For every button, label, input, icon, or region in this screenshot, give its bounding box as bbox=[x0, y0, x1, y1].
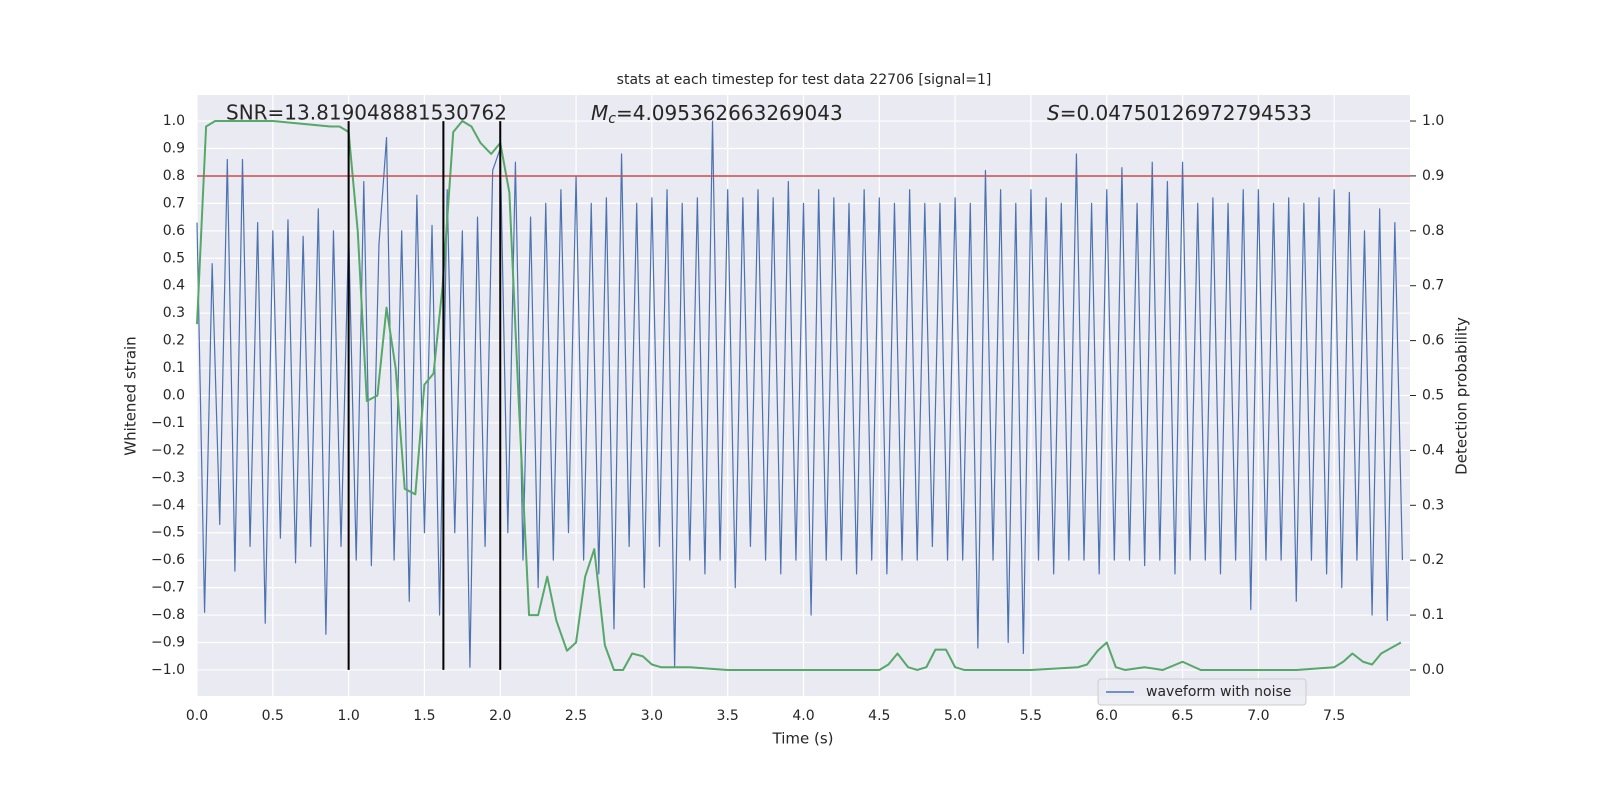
snr-annotation: SNR=13.819048881530762 bbox=[226, 101, 507, 125]
y-tick-label: −1.0 bbox=[151, 662, 185, 678]
y-tick-label: 0.2 bbox=[163, 333, 185, 349]
y2-tick-label: 0.1 bbox=[1422, 607, 1444, 623]
y-tick-label: 0.1 bbox=[163, 360, 185, 376]
y-tick-label: 0.4 bbox=[163, 278, 185, 294]
y-tick-label: 0.8 bbox=[163, 168, 185, 184]
s-annotation: S=0.04750126972794533 bbox=[1047, 101, 1312, 125]
x-tick-label: 2.5 bbox=[565, 708, 587, 724]
x-tick-label: 2.0 bbox=[489, 708, 511, 724]
y2-tick-label: 0.6 bbox=[1422, 333, 1444, 349]
x-tick-label: 7.5 bbox=[1323, 708, 1345, 724]
y-tick-label: −0.2 bbox=[151, 442, 185, 458]
chart-title: stats at each timestep for test data 227… bbox=[617, 72, 992, 88]
y2-tick-label: 0.9 bbox=[1422, 168, 1444, 184]
y2-tick-label: 0.5 bbox=[1422, 388, 1444, 404]
x-tick-label: 6.5 bbox=[1171, 708, 1193, 724]
symbol: M bbox=[591, 101, 608, 125]
y2-tick-label: 0.3 bbox=[1422, 497, 1444, 513]
y-tick-label: −0.6 bbox=[151, 552, 185, 568]
value: =4.095362663269043 bbox=[616, 101, 843, 125]
x-tick-label: 1.5 bbox=[413, 708, 435, 724]
y2-tick-label: 1.0 bbox=[1422, 113, 1444, 129]
y-tick-label: 0.0 bbox=[163, 388, 185, 404]
x-tick-label: 6.0 bbox=[1096, 708, 1118, 724]
y2-tick-label: 0.4 bbox=[1422, 442, 1444, 458]
x-tick-label: 3.0 bbox=[641, 708, 663, 724]
y-tick-label: 0.3 bbox=[163, 305, 185, 321]
grid bbox=[196, 95, 1410, 696]
x-tick-label: 4.0 bbox=[792, 708, 814, 724]
x-tick-label: 0.5 bbox=[262, 708, 284, 724]
x-tick-label: 5.5 bbox=[1020, 708, 1042, 724]
y2-tick-label: 0.2 bbox=[1422, 552, 1444, 568]
value: =0.04750126972794533 bbox=[1060, 101, 1312, 125]
symbol: S bbox=[1047, 101, 1060, 125]
x-tick-label: 4.5 bbox=[868, 708, 890, 724]
y2-tick-label: 0.8 bbox=[1422, 223, 1444, 239]
marks bbox=[196, 120, 1410, 671]
y2-axis-label: Detection probability bbox=[1453, 317, 1471, 475]
x-tick-label: 1.0 bbox=[337, 708, 359, 724]
y-tick-label: −0.4 bbox=[151, 497, 185, 513]
y-tick-label: −0.1 bbox=[151, 415, 185, 431]
labels: SNR=13.819048881530762 Mc=4.095362663269… bbox=[151, 101, 1444, 725]
x-tick-label: 7.0 bbox=[1247, 708, 1269, 724]
subscript: c bbox=[608, 111, 616, 127]
y-tick-label: −0.3 bbox=[151, 470, 185, 486]
y2-tick-label: 0.7 bbox=[1422, 278, 1444, 294]
y-tick-label: −0.8 bbox=[151, 607, 185, 623]
y-tick-label: 0.9 bbox=[163, 141, 185, 157]
x-tick-label: 0.0 bbox=[186, 708, 208, 724]
y-tick-label: −0.5 bbox=[151, 525, 185, 541]
y-tick-label: 0.7 bbox=[163, 195, 185, 211]
y-axis-label: Whitened strain bbox=[122, 336, 140, 455]
legend-label: waveform with noise bbox=[1146, 684, 1291, 700]
y-tick-label: −0.9 bbox=[151, 634, 185, 650]
legend-box bbox=[1097, 678, 1307, 706]
y-tick-label: 1.0 bbox=[163, 113, 185, 129]
y2-tick-label: 0.0 bbox=[1422, 662, 1444, 678]
x-tick-label: 3.5 bbox=[717, 708, 739, 724]
x-tick-label: 5.0 bbox=[944, 708, 966, 724]
y-tick-label: −0.7 bbox=[151, 580, 185, 596]
mc-annotation: Mc=4.095362663269043 bbox=[591, 101, 843, 128]
y-tick-label: 0.5 bbox=[163, 250, 185, 266]
series-line bbox=[196, 120, 1402, 671]
y-tick-label: 0.6 bbox=[163, 223, 185, 239]
x-axis-label: Time (s) bbox=[772, 730, 834, 748]
